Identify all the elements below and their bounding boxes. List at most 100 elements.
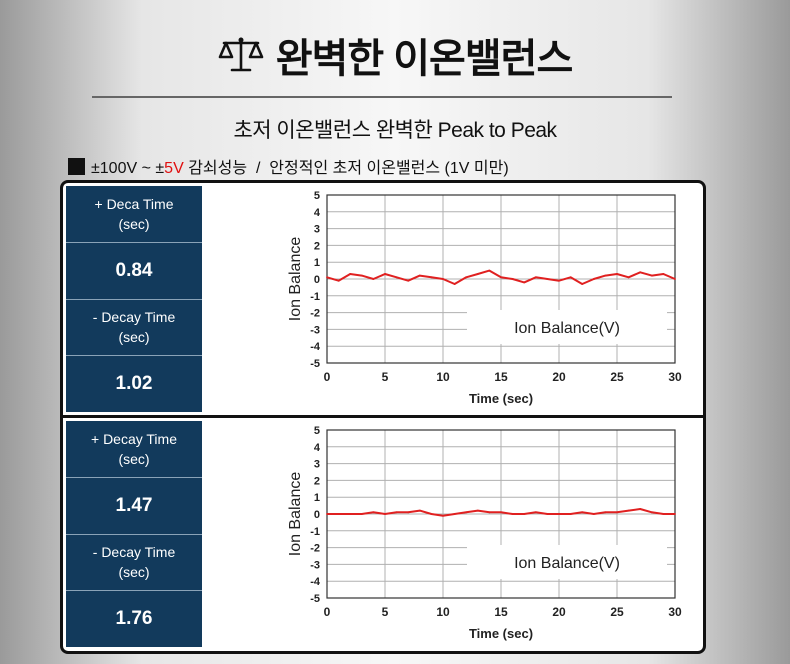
decay-table-1: + Deca Time (sec) 0.84 - Decay Time (sec…: [66, 186, 202, 412]
data-point: [639, 271, 642, 274]
balance-scale-icon: [218, 37, 264, 72]
data-point: [534, 276, 537, 279]
decay-plus-label-cell: + Decay Time (sec): [66, 421, 202, 478]
title-divider: [92, 96, 672, 98]
y-tick-label: -3: [310, 324, 320, 336]
x-tick-label: 15: [494, 605, 508, 619]
data-point: [604, 511, 607, 514]
data-point: [569, 513, 572, 515]
x-tick-label: 15: [494, 370, 508, 384]
data-point: [453, 513, 456, 515]
data-point: [592, 513, 595, 515]
data-point: [674, 513, 676, 515]
data-point: [418, 274, 421, 277]
decay-plus-value: 0.84: [115, 259, 153, 281]
decay-minus-value: 1.02: [115, 373, 153, 395]
x-tick-label: 30: [668, 370, 682, 384]
data-point: [534, 511, 537, 514]
data-point: [558, 279, 560, 282]
x-tick-label: 30: [668, 605, 682, 619]
decay-minus-label: - Decay Time: [92, 309, 176, 326]
decay-minus-value-cell: 1.02: [66, 356, 202, 412]
data-point: [500, 511, 502, 514]
data-point: [581, 283, 584, 285]
result-panel-1: + Deca Time (sec) 0.84 - Decay Time (sec…: [63, 183, 703, 415]
x-tick-label: 10: [436, 605, 450, 619]
y-tick-label: -5: [310, 358, 320, 370]
decay-plus-unit: (sec): [118, 450, 150, 467]
decay-plus-unit: (sec): [118, 215, 150, 232]
data-point: [604, 274, 607, 277]
data-point: [558, 513, 560, 515]
decay-minus-label-cell: - Decay Time (sec): [66, 299, 202, 357]
data-point: [546, 278, 549, 280]
data-point: [523, 513, 526, 515]
panel-divider: [63, 415, 703, 418]
square-bullet-icon: [68, 157, 85, 175]
spec-text-red: 5V: [164, 160, 184, 177]
decay-plus-value-cell: 0.84: [66, 242, 202, 300]
y-tick-label: 1: [314, 492, 320, 504]
data-point: [569, 276, 572, 279]
data-point: [360, 274, 363, 277]
y-tick-label: -4: [310, 341, 321, 353]
decay-minus-value-cell: 1.76: [66, 591, 202, 647]
decay-minus-value: 1.76: [115, 608, 153, 630]
data-point: [395, 276, 398, 279]
y-axis-label: Ion Balance: [287, 237, 304, 322]
data-point: [581, 511, 584, 514]
data-point: [511, 278, 514, 280]
y-tick-label: -1: [310, 526, 320, 538]
legend-box: [467, 310, 667, 344]
y-axis-label: Ion Balance: [287, 472, 304, 557]
spec-text-2: 감쇠성능 / 안정적인 초저 이온밸런스 (1V 미만): [183, 160, 509, 177]
spec-line: ±100V ~ ±5V 감쇠성능 / 안정적인 초저 이온밸런스 (1V 미만): [68, 154, 509, 178]
y-tick-label: 5: [314, 190, 320, 202]
x-tick-label: 25: [610, 370, 624, 384]
y-tick-label: 0: [314, 274, 320, 286]
data-point: [639, 508, 642, 510]
data-point: [650, 511, 653, 514]
y-tick-label: -1: [310, 291, 320, 303]
data-point: [326, 276, 328, 279]
x-tick-label: 20: [552, 605, 566, 619]
data-point: [476, 273, 479, 275]
data-point: [488, 511, 491, 514]
x-tick-label: 0: [324, 370, 331, 384]
decay-minus-unit: (sec): [118, 564, 150, 581]
decay-minus-label: - Decay Time: [92, 544, 176, 561]
x-tick-label: 25: [610, 605, 624, 619]
data-point: [616, 511, 618, 514]
data-point: [662, 513, 665, 515]
decay-minus-unit: (sec): [118, 329, 150, 346]
data-point: [360, 513, 363, 515]
decay-table-2: + Decay Time (sec) 1.47 - Decay Time (se…: [66, 421, 202, 647]
data-point: [650, 274, 653, 277]
data-point: [523, 281, 526, 284]
decay-minus-label-cell: - Decay Time (sec): [66, 534, 202, 592]
page-title: 완벽한 이온밸런스: [275, 37, 574, 81]
data-point: [337, 513, 340, 515]
x-tick-label: 0: [324, 605, 331, 619]
y-tick-label: 2: [314, 475, 320, 487]
data-point: [453, 283, 456, 285]
data-point: [627, 509, 630, 512]
y-tick-label: 4: [314, 442, 321, 454]
data-point: [511, 513, 514, 515]
data-point: [616, 273, 618, 275]
y-tick-label: 3: [314, 459, 320, 471]
ion-balance-chart-2: 5 4 3 2 1 0 -1 -2 -3 -4 -5 0 5 10 15 20 25 30 Time (sec) Io…: [205, 418, 703, 650]
data-point: [430, 513, 433, 515]
y-tick-label: -2: [310, 543, 320, 555]
y-tick-label: 3: [314, 224, 320, 236]
data-point: [372, 511, 375, 514]
data-point: [407, 511, 410, 514]
data-point: [372, 278, 375, 280]
data-point: [674, 278, 676, 280]
data-point: [349, 513, 352, 515]
ion-balance-chart-1: 5 4 3 2 1 0 -1 -2 -3 -4 -5 0 5 10 15 20 25 30 Time (sec) Io…: [205, 183, 703, 415]
x-tick-label: 5: [382, 605, 389, 619]
data-point: [349, 273, 352, 275]
